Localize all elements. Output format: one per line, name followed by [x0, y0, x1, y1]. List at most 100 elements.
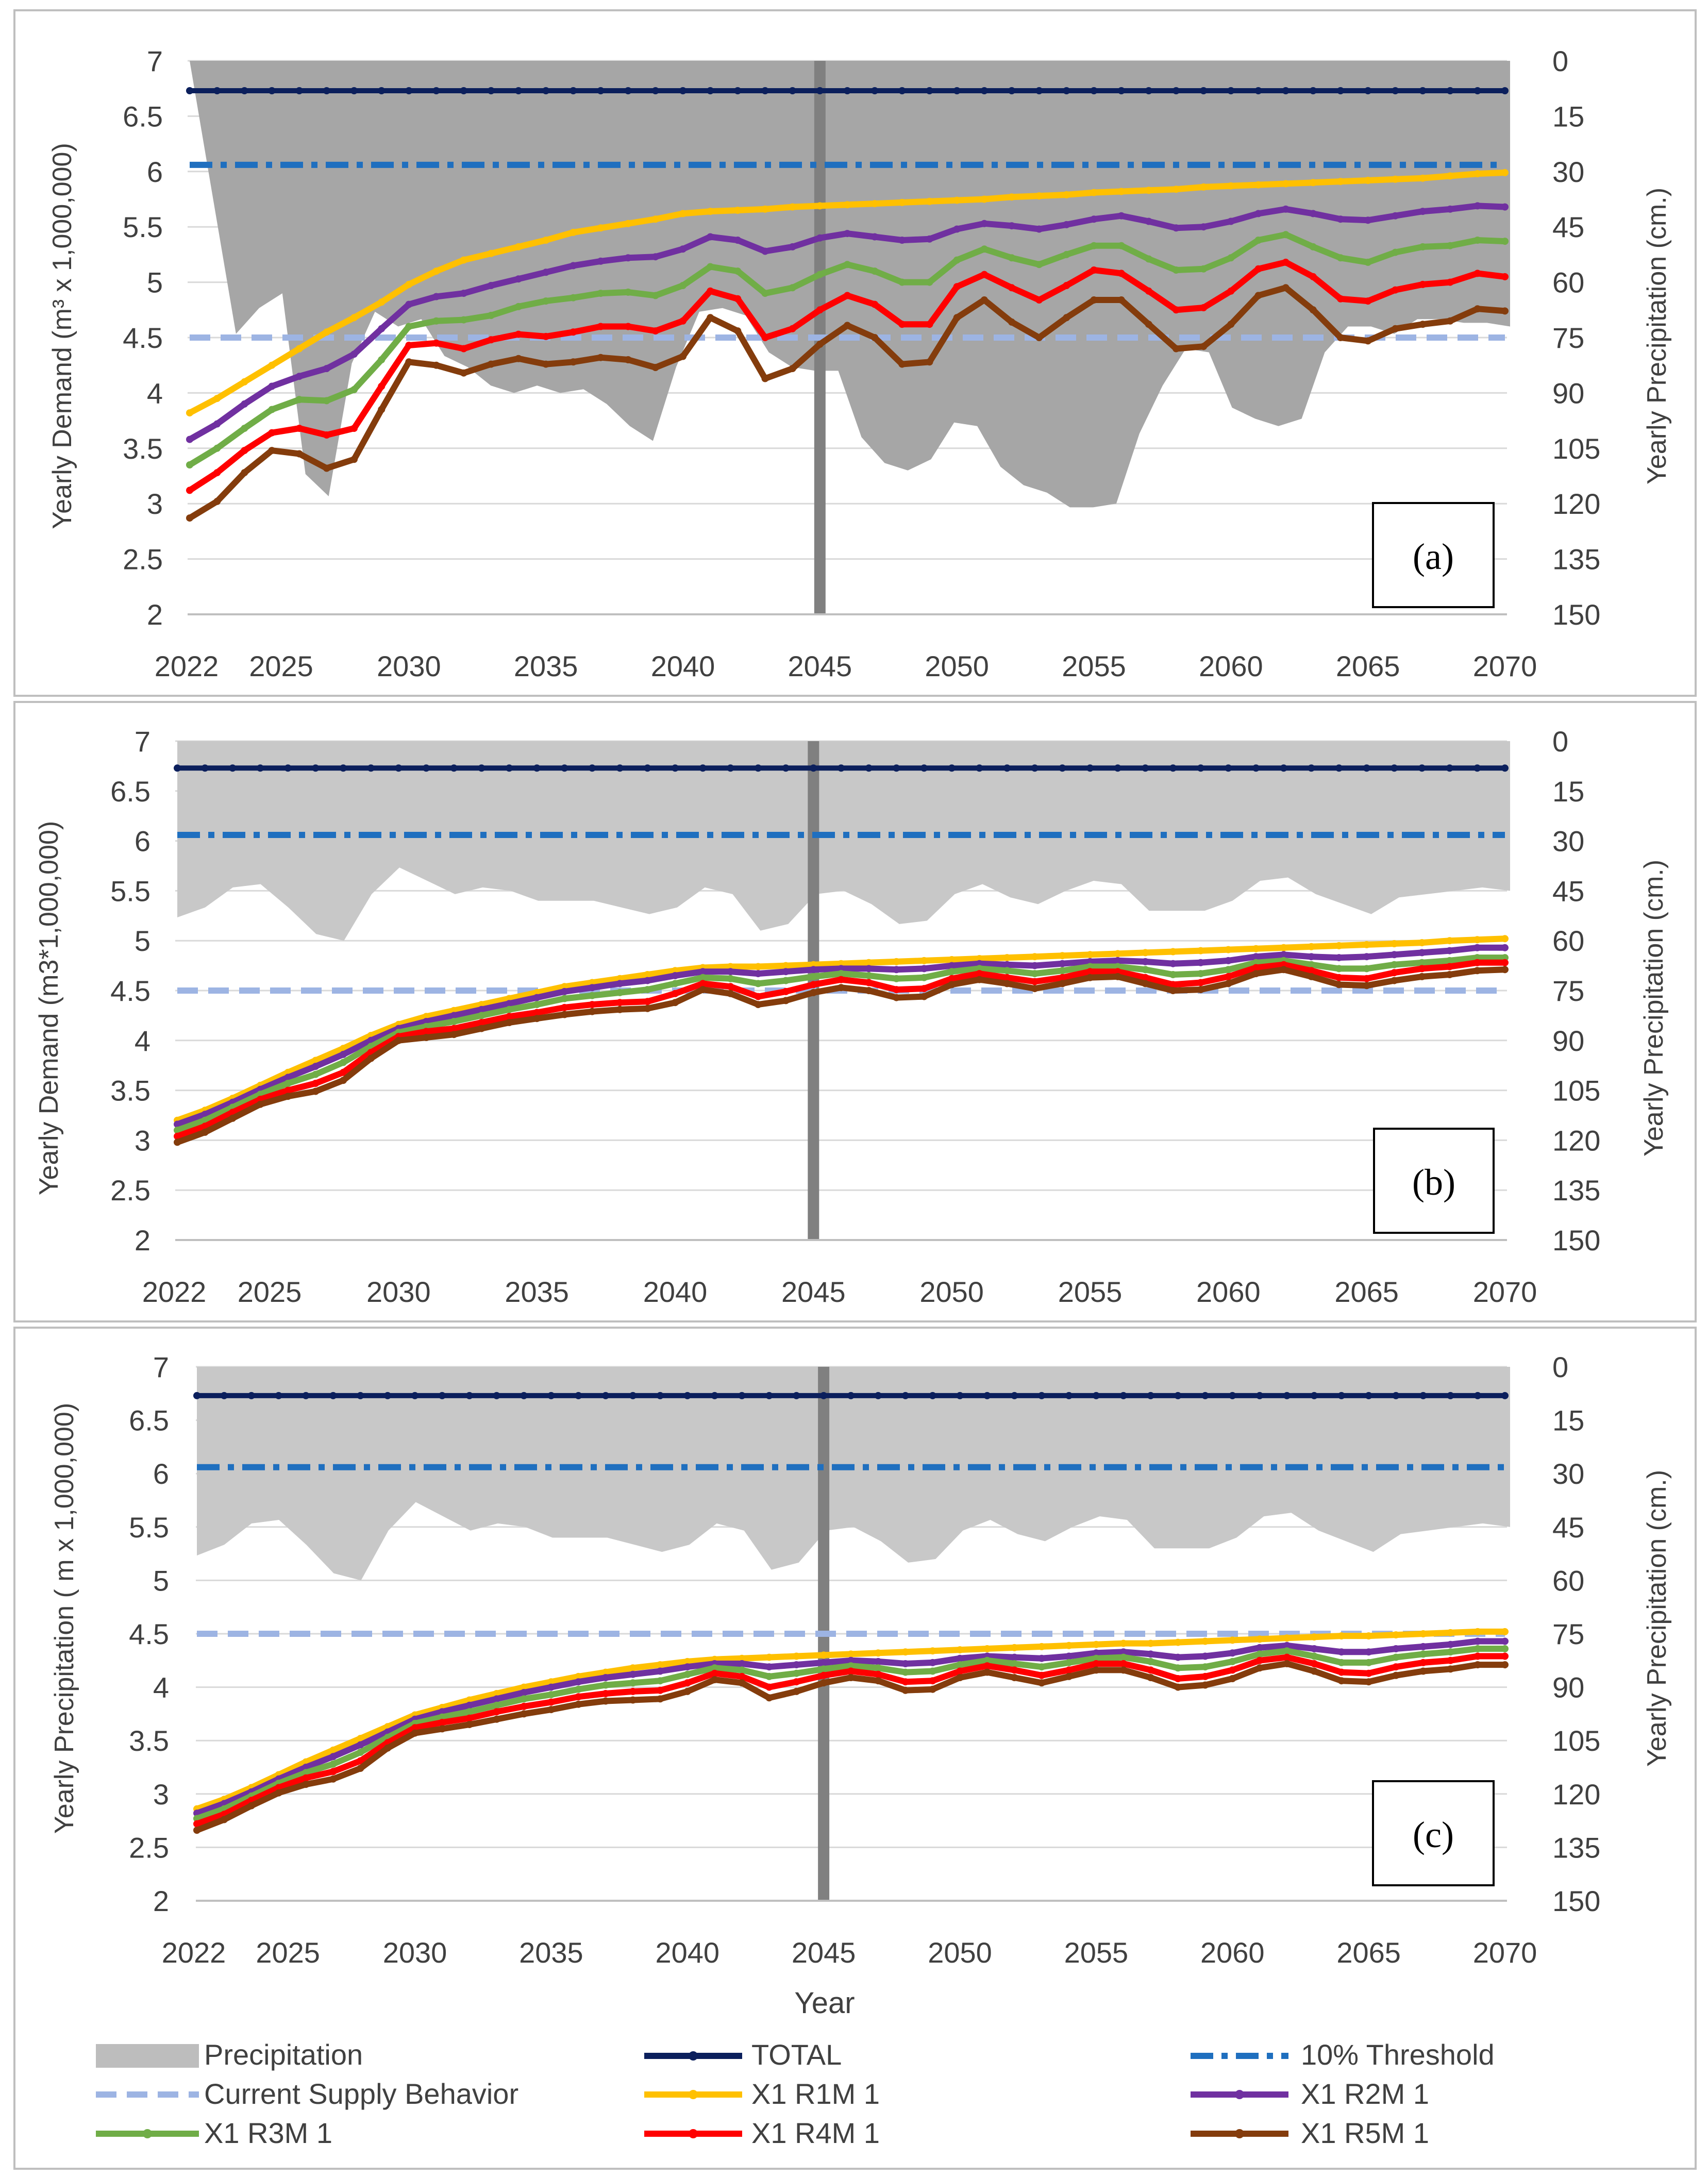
panel-c-point-x1r5m1	[329, 1775, 337, 1783]
panel-a-point-x1r5m1	[761, 375, 769, 382]
panel-b-x-tick: 2040	[643, 1276, 708, 1308]
panel-b-point-x1r3m1	[1059, 967, 1066, 975]
panel-a-point-x1r2m1	[1117, 212, 1125, 220]
panel-b-point-total	[755, 764, 762, 772]
panel-a-point-x1r4m1	[1173, 306, 1180, 314]
panel-a-point-x1r2m1	[1419, 208, 1427, 215]
panel-a-point-x1r1m1	[1008, 193, 1015, 201]
panel-b-point-total	[1280, 764, 1287, 772]
panel-b-point-x1r4m1	[838, 976, 845, 983]
panel-c-y-right-tick: 60	[1552, 1564, 1584, 1597]
panel-b-point-x1r2m1	[1197, 959, 1204, 966]
panel-c-point-x1r5m1	[493, 1715, 500, 1723]
panel-b-point-x1r2m1	[1142, 958, 1149, 965]
panel-a-point-total	[926, 87, 933, 94]
panel-b-point-x1r2m1	[948, 962, 956, 969]
panel-c-point-x1r1m1	[793, 1652, 800, 1660]
panel-b-point-x1r3m1	[616, 989, 624, 996]
panel-a-point-x1r3m1	[926, 278, 933, 286]
panel-c-point-x1r5m1	[575, 1700, 582, 1708]
panel-c-x-tick: 2035	[519, 1936, 583, 1969]
panel-b-point-x1r2m1	[782, 968, 790, 976]
panel-b-point-x1r1m1	[1308, 943, 1315, 950]
panel-a-point-x1r4m1	[1145, 287, 1152, 295]
panel-c-point-x1r5m1	[1365, 1678, 1372, 1686]
panel-b-point-x1r5m1	[1418, 973, 1426, 980]
panel-c-point-x1r1m1	[847, 1650, 855, 1658]
panel-c-point-total	[1283, 1392, 1291, 1399]
panel-b-point-x1r4m1	[1197, 979, 1204, 986]
panel-b-point-x1r3m1	[1391, 961, 1398, 968]
panel-b-point-x1r1m1	[1446, 937, 1453, 945]
panel-c-point-x1r5m1	[247, 1802, 255, 1810]
panel-b-point-x1r2m1	[976, 960, 983, 967]
panel-c-point-total	[683, 1392, 691, 1399]
panel-c-point-x1r1m1	[656, 1661, 664, 1669]
panel-a-point-total	[378, 87, 386, 94]
panel-c-point-x1r3m1	[1092, 1654, 1100, 1662]
panel-a-point-total	[1309, 87, 1317, 94]
panel-a-point-x1r5m1	[1008, 318, 1015, 326]
panel-c-y-left-tick: 2.5	[129, 1831, 169, 1864]
panel-c-y-right-tick: 0	[1552, 1351, 1568, 1383]
panel-a-point-x1r3m1	[1419, 243, 1427, 250]
panel-a-x-tick: 2050	[925, 650, 989, 682]
panel-a-x-tick: 2055	[1062, 650, 1126, 682]
panel-c-point-x1r1m1	[520, 1683, 528, 1691]
panel-a-point-total	[515, 87, 522, 94]
panel-c-point-x1r4m1	[656, 1686, 664, 1694]
panel-b-point-x1r5m1	[1086, 974, 1094, 981]
panel-b-point-x1r5m1	[340, 1077, 347, 1084]
panel-a-point-x1r2m1	[953, 225, 961, 233]
panel-b-point-x1r3m1	[1031, 970, 1039, 978]
panel-a-point-x1r1m1	[597, 224, 605, 232]
panel-c-point-x1r2m1	[1310, 1645, 1318, 1652]
panel-b-point-x1r5m1	[1391, 977, 1398, 984]
panel-a-point-x1r2m1	[871, 233, 879, 241]
panel-b-point-x1r3m1	[561, 995, 568, 1002]
panel-b-point-x1r2m1	[312, 1063, 320, 1070]
panel-b-point-total	[644, 764, 651, 772]
panel-c-y-left-tick: 5.5	[129, 1511, 169, 1544]
panel-c-x-tick: 2022	[162, 1936, 226, 1969]
panel-a-point-x1r2m1	[1145, 217, 1152, 225]
panel-b-point-x1r4m1	[948, 975, 956, 982]
panel-b-point-total	[782, 764, 790, 772]
panel-c-point-x1r4m1	[1229, 1666, 1236, 1674]
panel-c-point-x1r1m1	[1337, 1632, 1345, 1640]
panel-a-point-x1r2m1	[1473, 202, 1481, 210]
panel-a-y-right-tick: 15	[1552, 100, 1584, 132]
panel-c-y-right-tick: 45	[1552, 1511, 1584, 1544]
panel-c-point-x1r4m1	[602, 1690, 610, 1697]
panel-a-point-x1r3m1	[707, 263, 714, 271]
panel-b-point-x1r4m1	[1031, 978, 1039, 985]
panel-a-point-x1r1m1	[1282, 180, 1290, 188]
panel-a-point-x1r1m1	[1392, 175, 1399, 183]
panel-c-point-x1r5m1	[465, 1721, 473, 1729]
panel-b-point-x1r5m1	[229, 1114, 237, 1122]
panel-b-point-x1r3m1	[1418, 959, 1426, 966]
panel-c-point-x1r3m1	[465, 1708, 473, 1716]
panel-c-point-x1r2m1	[901, 1660, 909, 1667]
panel-b-point-total	[478, 764, 485, 772]
panel-a-point-x1r4m1	[980, 271, 988, 278]
legend-marker-x1r5m1	[1235, 2129, 1244, 2138]
panel-b-point-x1r3m1	[284, 1080, 292, 1087]
panel-c-x-tick: 2070	[1473, 1936, 1537, 1969]
panel-a-point-x1r5m1	[405, 358, 413, 366]
panel-a-point-x1r3m1	[1392, 248, 1399, 256]
panel-b-point-x1r4m1	[893, 986, 900, 994]
panel-b-point-x1r1m1	[1003, 954, 1011, 962]
panel-a-point-x1r1m1	[186, 409, 193, 417]
panel-b-point-x1r4m1	[1473, 959, 1481, 966]
panel-c-point-x1r4m1	[738, 1672, 746, 1680]
chart-panel-c: 22.533.544.555.566.571501351201059075604…	[129, 1351, 1600, 1969]
panel-c-point-x1r3m1	[793, 1669, 800, 1677]
panel-c-point-x1r1m1	[1419, 1630, 1427, 1637]
legend-marker-x1r3m1	[143, 2129, 152, 2138]
panel-c-point-x1r2m1	[1392, 1645, 1400, 1652]
panel-a-point-x1r2m1	[1035, 225, 1043, 233]
panel-a-y-left-tick: 6	[147, 156, 163, 188]
panel-b-point-x1r5m1	[1363, 982, 1370, 990]
panel-a-point-total	[789, 87, 796, 94]
